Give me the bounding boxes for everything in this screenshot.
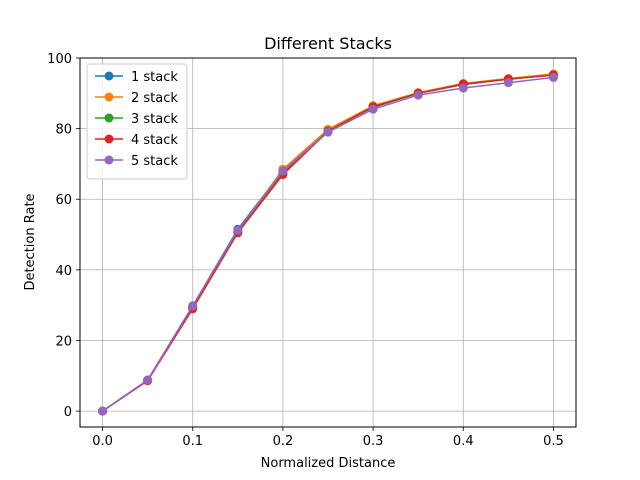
legend-item: 3 stack <box>95 112 178 127</box>
legend-item: 4 stack <box>95 133 178 148</box>
legend-label: 2 stack <box>131 91 178 106</box>
series-5-stack <box>98 72 558 416</box>
x-tick-label: 0.0 <box>92 434 113 449</box>
data-point <box>413 90 423 100</box>
data-point <box>323 127 333 137</box>
y-axis-ticks: 0 20 40 60 80 100 <box>47 52 80 420</box>
y-tick-label: 40 <box>55 264 72 279</box>
y-tick-label: 100 <box>47 52 72 67</box>
series-layer <box>98 69 558 416</box>
chart-title: Different Stacks <box>264 34 392 53</box>
legend-marker <box>104 155 114 165</box>
x-axis-label: Normalized Distance <box>261 456 396 471</box>
data-point <box>548 72 558 82</box>
y-tick-label: 0 <box>64 405 72 420</box>
data-point <box>188 301 198 311</box>
legend-item: 2 stack <box>95 91 178 106</box>
data-point <box>233 225 243 235</box>
x-tick-label: 0.1 <box>182 434 203 449</box>
legend-marker <box>104 113 114 123</box>
legend-box <box>86 63 188 180</box>
x-tick-label: 0.2 <box>273 434 294 449</box>
x-axis-ticks: 0.0 0.1 0.2 0.3 0.4 0.5 <box>92 427 564 449</box>
legend-marker <box>104 92 114 102</box>
legend-item: 5 stack <box>95 154 178 169</box>
legend-label: 4 stack <box>131 133 178 148</box>
y-tick-label: 80 <box>55 123 72 138</box>
y-tick-label: 60 <box>55 193 72 208</box>
data-point <box>98 406 108 416</box>
x-tick-label: 0.5 <box>543 434 564 449</box>
legend-label: 5 stack <box>131 154 178 169</box>
legend-label: 1 stack <box>131 70 178 85</box>
legend-item: 1 stack <box>95 70 178 85</box>
x-tick-label: 0.4 <box>453 434 474 449</box>
x-tick-label: 0.3 <box>363 434 384 449</box>
y-tick-label: 20 <box>55 334 72 349</box>
data-point <box>368 104 378 114</box>
data-point <box>278 166 288 176</box>
legend-marker <box>104 71 114 81</box>
y-axis-label: Detection Rate <box>23 193 38 290</box>
plot-frame <box>79 57 577 428</box>
data-point <box>458 83 468 93</box>
data-point <box>143 375 153 385</box>
data-point <box>503 78 513 88</box>
legend: 1 stack 2 stack 3 stack 4 stack 5 stack <box>86 63 188 180</box>
legend-label: 3 stack <box>131 112 178 127</box>
legend-marker <box>104 134 114 144</box>
